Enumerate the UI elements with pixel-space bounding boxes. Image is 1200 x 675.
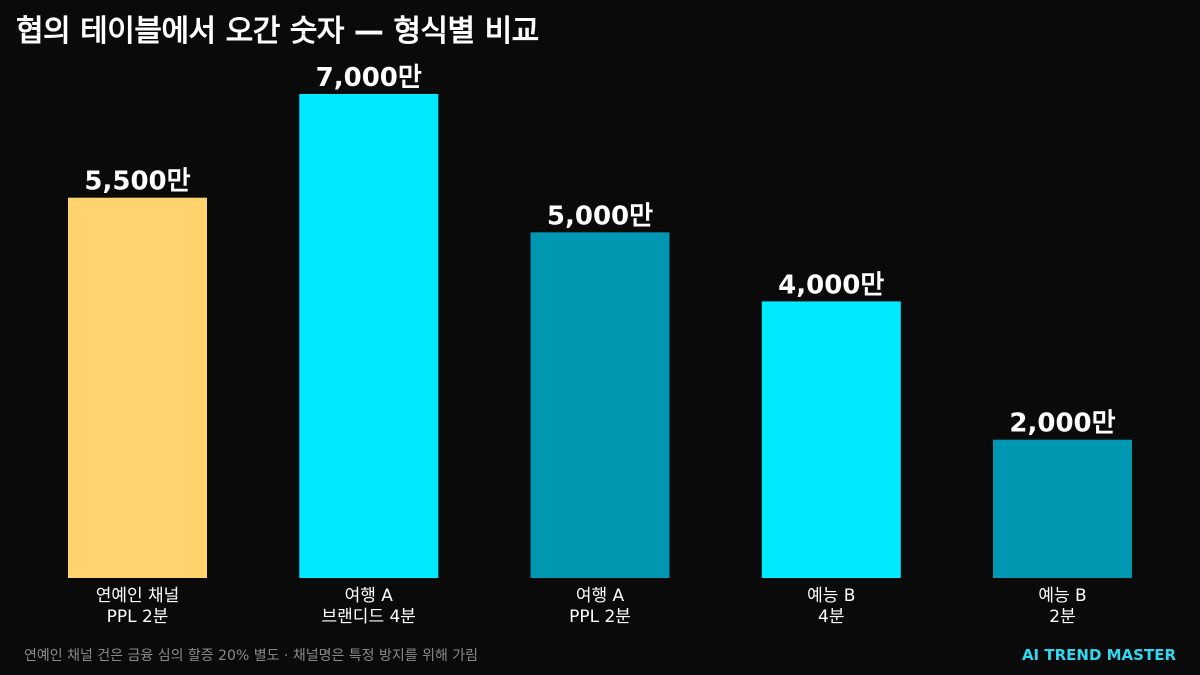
page-title: 협의 테이블에서 오간 숫자 — 형식별 비교 [16, 14, 539, 49]
category-label-2-0: 여행 A [576, 586, 625, 606]
category-label-2-1: PPL 2분 [569, 607, 631, 627]
category-label-0-1: PPL 2분 [107, 607, 169, 627]
bar-1 [299, 94, 439, 578]
value-label-1: 7,000만 [316, 63, 422, 93]
value-label-0: 5,500만 [84, 167, 190, 197]
category-label-3-1: 4분 [818, 607, 844, 627]
value-label-3: 4,000만 [778, 270, 884, 300]
category-label-1-1: 브랜디드 4분 [322, 607, 416, 627]
bar-2 [530, 232, 670, 579]
footnote: 연예인 채널 건은 금융 심의 할증 20% 별도 · 채널명은 특정 방지를 … [24, 648, 479, 664]
category-label-3-0: 예능 B [807, 586, 855, 606]
category-label-0-0: 연예인 채널 [96, 586, 180, 606]
category-label-4-1: 2분 [1049, 607, 1075, 627]
category-label-1-0: 여행 A [345, 586, 394, 606]
category-label-4-0: 예능 B [1038, 586, 1086, 606]
value-label-4: 2,000만 [1009, 409, 1115, 439]
bar-3 [761, 301, 901, 578]
bar-0 [68, 197, 207, 578]
value-label-2: 5,000만 [547, 201, 653, 231]
bar-4 [993, 439, 1132, 578]
brand-logo: AI TREND MASTER [1021, 646, 1176, 664]
